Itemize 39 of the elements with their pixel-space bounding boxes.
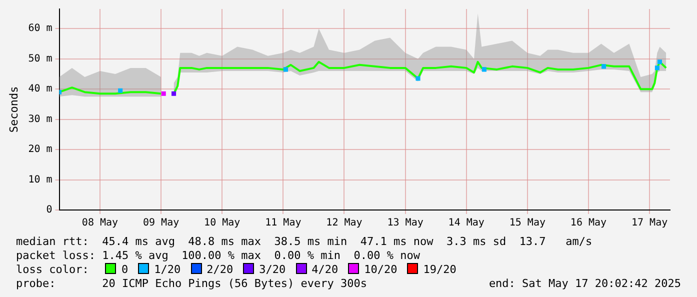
text: packet loss: 1.45 % avg 100.00 % max 0.00 % min 0.00 % now (16, 249, 420, 262)
y-tick-label: 30 m (28, 114, 52, 125)
point (416, 76, 420, 81)
y-tick-label: 40 m (28, 84, 52, 95)
point (161, 91, 166, 96)
x-tick-label: 14 May (448, 218, 484, 229)
x-tick-label: 09 May (142, 218, 180, 229)
y-tick-label: 50 m (28, 53, 52, 64)
y-tick-label: 10 m (28, 174, 52, 186)
text: median rtt: 45.4 ms avg 48.8 ms max 38.5 ms min 47.1 ms now 3.3 ms sd 13.7 am/s (16, 235, 592, 248)
y-axis-title: Seconds (7, 86, 20, 133)
text: end: Sat May 17 20:02:42 2025 (488, 277, 681, 290)
x-tick-label: 15 May (509, 218, 546, 229)
text: probe: 20 ICMP Echo Pings (56 Bytes) every 300s (16, 277, 367, 290)
legend-label: 10/20 (364, 263, 398, 276)
x-tick-label: 11 May (265, 218, 302, 229)
x-tick-label: 16 May (570, 218, 607, 229)
point (482, 67, 486, 72)
legend-label: 1/20 (154, 263, 181, 276)
y-tick-label: 60 m (28, 23, 52, 34)
y-tick-label: 0 (46, 204, 52, 216)
point (172, 91, 176, 96)
point (601, 64, 606, 69)
point (657, 60, 662, 64)
x-tick-label: 13 May (387, 218, 424, 229)
legend-label: 0 (121, 263, 128, 276)
legend-label: 2/20 (206, 263, 234, 276)
legend-label: 4/20 (312, 263, 338, 276)
x-tick-label: 12 May (326, 218, 362, 229)
point (283, 67, 288, 72)
legend-title: loss color: (16, 263, 90, 276)
y-tick-label: 20 m (28, 144, 52, 156)
point (654, 66, 660, 70)
legend-label: 19/20 (423, 263, 456, 276)
x-tick-label: 17 May (632, 218, 668, 229)
x-tick-label: 10 May (204, 218, 240, 229)
legend-label: 3/20 (259, 263, 286, 276)
x-tick-label: 08 May (82, 218, 118, 229)
point (118, 88, 123, 93)
